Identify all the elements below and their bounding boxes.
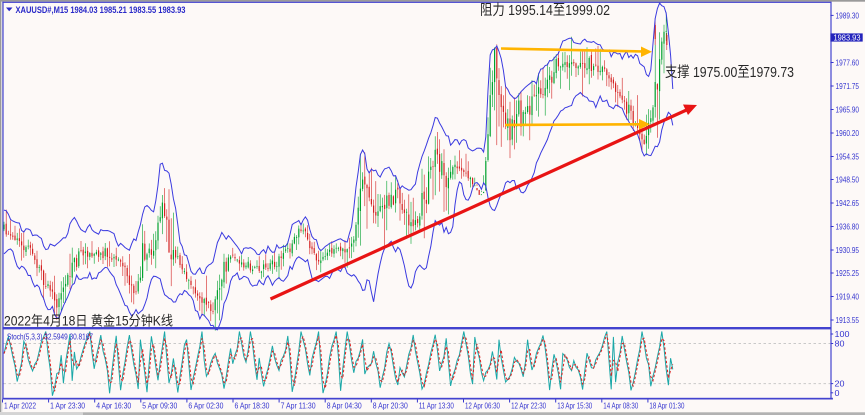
svg-text:1983.93: 1983.93 [834, 32, 861, 42]
svg-text:8 Apr 20:30: 8 Apr 20:30 [373, 400, 408, 410]
svg-text:12 Apr 22:30: 12 Apr 22:30 [511, 400, 546, 410]
svg-text:6 Apr 02:30: 6 Apr 02:30 [188, 400, 223, 410]
svg-text:4 Apr 16:30: 4 Apr 16:30 [96, 400, 131, 410]
svg-text:13 Apr 15:30: 13 Apr 15:30 [557, 400, 592, 410]
svg-text:100: 100 [835, 329, 850, 339]
svg-text:1 Apr 23:30: 1 Apr 23:30 [50, 400, 85, 410]
svg-text:5 Apr 09:30: 5 Apr 09:30 [142, 400, 177, 410]
svg-text:1971.75: 1971.75 [836, 81, 860, 91]
svg-text:Stoch(5,3,3) 32.5949 30.8167: Stoch(5,3,3) 32.5949 30.8167 [7, 332, 93, 342]
svg-text:1 Apr 2022: 1 Apr 2022 [4, 400, 36, 410]
svg-text:1925.25: 1925.25 [836, 268, 860, 278]
svg-text:11 Apr 13:30: 11 Apr 13:30 [419, 400, 454, 410]
svg-text:0: 0 [835, 388, 840, 398]
svg-text:7 Apr 11:30: 7 Apr 11:30 [281, 400, 316, 410]
svg-text:XAUUSD#,M15 1984.03 1985.21 1: XAUUSD#,M15 1984.03 1985.21 1983.55 1983… [16, 5, 186, 15]
svg-text:1919.40: 1919.40 [836, 292, 860, 302]
svg-text:1930.95: 1930.95 [836, 245, 860, 255]
svg-text:1954.35: 1954.35 [836, 152, 860, 162]
svg-text:1913.55: 1913.55 [836, 315, 860, 325]
svg-text:1936.80: 1936.80 [836, 222, 860, 232]
svg-text:阻力 1995.14至1999.02: 阻力 1995.14至1999.02 [480, 2, 610, 19]
svg-text:1942.65: 1942.65 [836, 198, 860, 208]
svg-text:8 Apr 04:30: 8 Apr 04:30 [327, 400, 362, 410]
svg-text:2022年4月18日 黄金15分钟K线: 2022年4月18日 黄金15分钟K线 [4, 312, 173, 328]
svg-text:1989.30: 1989.30 [836, 11, 860, 21]
svg-text:80: 80 [835, 339, 845, 349]
svg-text:12 Apr 06:30: 12 Apr 06:30 [465, 400, 500, 410]
svg-text:20: 20 [835, 379, 845, 389]
svg-text:1960.20: 1960.20 [836, 128, 860, 138]
svg-text:1948.50: 1948.50 [836, 175, 860, 185]
svg-text:1965.90: 1965.90 [836, 105, 860, 115]
svg-text:6 Apr 18:30: 6 Apr 18:30 [235, 400, 270, 410]
svg-text:支撑 1975.00至1979.73: 支撑 1975.00至1979.73 [665, 64, 794, 81]
svg-text:18 Apr 01:30: 18 Apr 01:30 [649, 400, 684, 410]
svg-text:1977.60: 1977.60 [836, 58, 860, 68]
svg-text:14 Apr 08:30: 14 Apr 08:30 [603, 400, 638, 410]
